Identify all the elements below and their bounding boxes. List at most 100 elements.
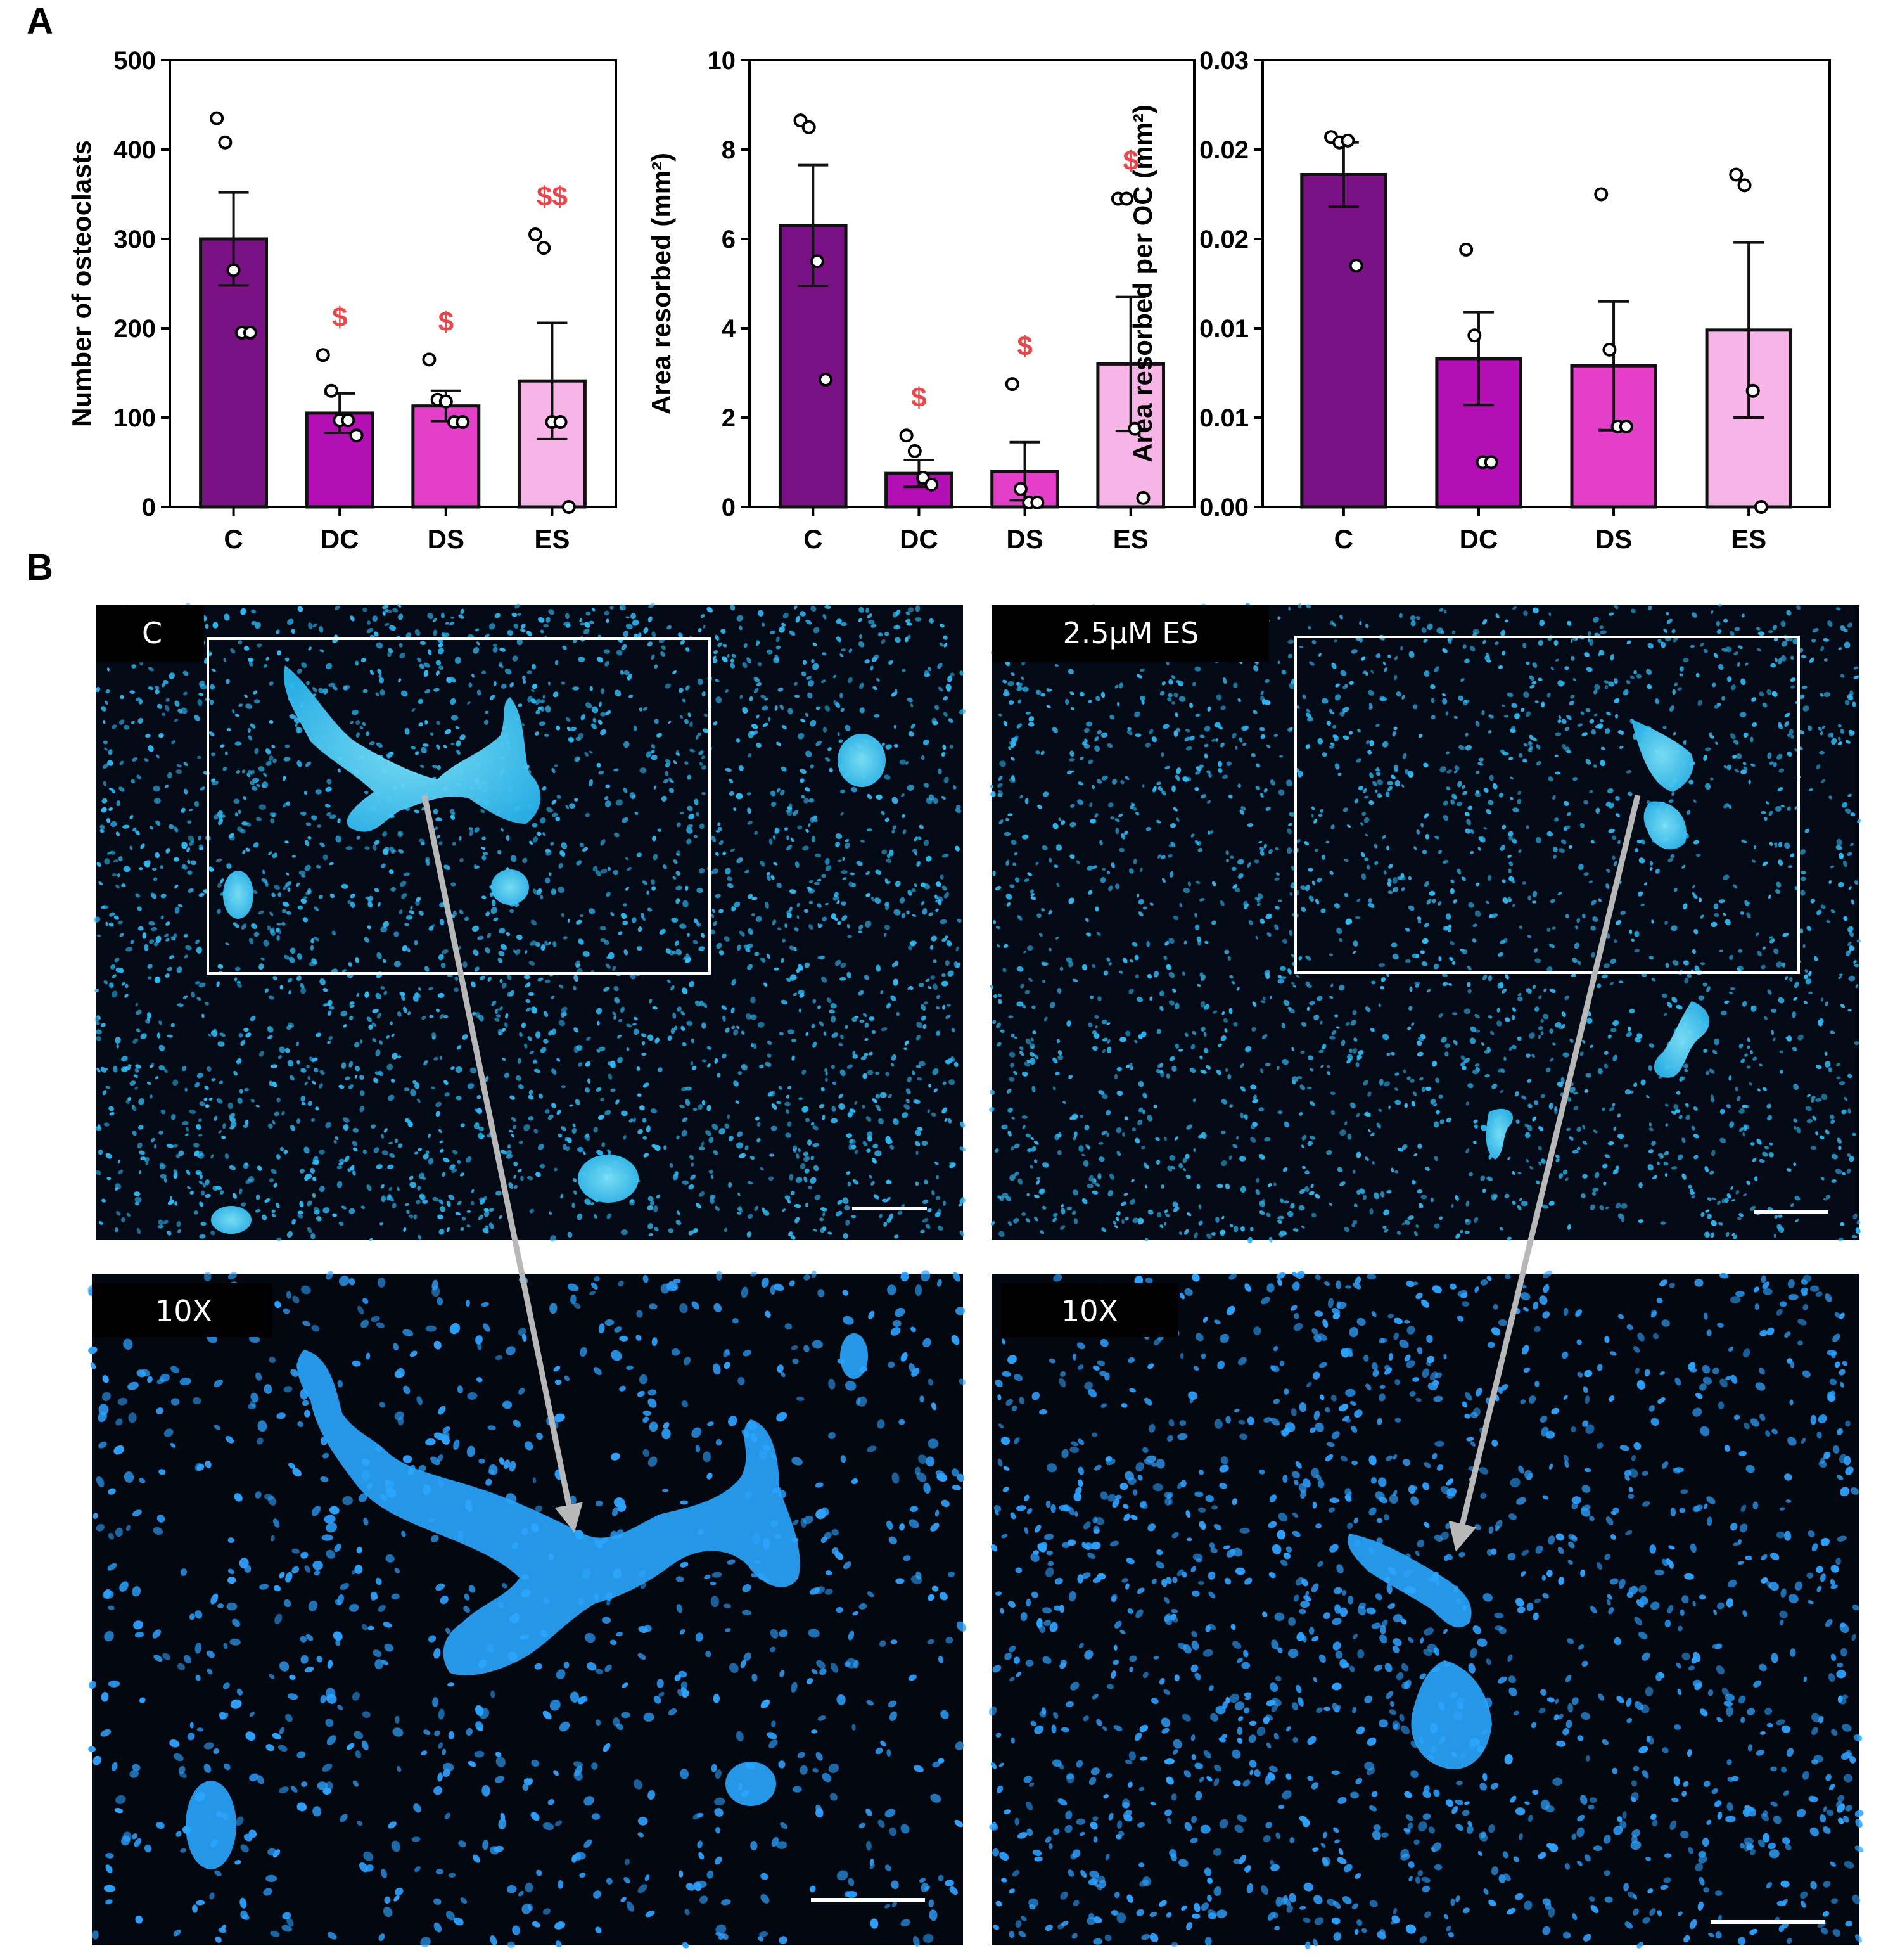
nucleus bbox=[781, 622, 786, 627]
nucleus bbox=[572, 686, 580, 691]
nucleus bbox=[701, 792, 706, 795]
nucleus bbox=[776, 882, 782, 888]
nucleus bbox=[125, 1100, 130, 1104]
nucleus bbox=[916, 1077, 922, 1081]
nucleus bbox=[511, 1134, 515, 1138]
nucleus bbox=[810, 1155, 814, 1161]
nucleus bbox=[845, 1219, 850, 1226]
nucleus bbox=[756, 1138, 761, 1143]
nucleus bbox=[905, 1088, 911, 1094]
nucleus bbox=[864, 1022, 869, 1028]
nucleus bbox=[902, 814, 905, 818]
data-point-DS bbox=[1594, 187, 1609, 202]
nucleus bbox=[218, 1130, 222, 1134]
nucleus bbox=[760, 861, 765, 867]
nucleus bbox=[241, 769, 246, 774]
nucleus bbox=[680, 1011, 685, 1016]
nucleus bbox=[423, 670, 429, 677]
y-tick-label: 0.01 bbox=[1199, 404, 1249, 432]
data-point-DS bbox=[438, 394, 453, 409]
nucleus bbox=[155, 689, 160, 695]
nucleus bbox=[101, 1023, 106, 1028]
nucleus bbox=[492, 646, 498, 653]
nucleus bbox=[942, 1081, 947, 1086]
nucleus bbox=[251, 923, 258, 929]
nucleus bbox=[770, 630, 776, 634]
nucleus bbox=[156, 754, 160, 759]
data-point-DC bbox=[907, 444, 922, 458]
nucleus bbox=[456, 740, 461, 747]
nucleus bbox=[672, 670, 677, 674]
data-point-ES bbox=[537, 241, 551, 255]
nucleus bbox=[423, 1060, 428, 1066]
nucleus bbox=[747, 1181, 753, 1185]
nucleus bbox=[222, 767, 227, 771]
nucleus bbox=[922, 1199, 929, 1205]
nucleus bbox=[199, 1201, 204, 1207]
nucleus bbox=[866, 1148, 871, 1153]
nucleus bbox=[272, 852, 278, 859]
nucleus bbox=[840, 812, 844, 816]
nucleus bbox=[933, 797, 938, 804]
nucleus bbox=[661, 795, 667, 802]
nucleus bbox=[398, 678, 401, 683]
nucleus bbox=[556, 725, 561, 731]
nucleus bbox=[612, 1011, 616, 1016]
nucleus bbox=[452, 1150, 458, 1155]
nucleus bbox=[245, 847, 250, 852]
x-tick-label: DS bbox=[428, 524, 464, 554]
nucleus bbox=[781, 999, 788, 1005]
nucleus bbox=[460, 1123, 465, 1127]
micrograph-label-control: C bbox=[142, 616, 162, 650]
nucleus bbox=[174, 884, 179, 889]
nucleus bbox=[131, 721, 135, 724]
nucleus bbox=[282, 776, 286, 781]
nucleus bbox=[212, 622, 219, 629]
nucleus bbox=[749, 1155, 755, 1160]
y-tick-label: 300 bbox=[113, 226, 156, 253]
nucleus bbox=[665, 771, 669, 776]
nucleus bbox=[815, 853, 822, 858]
nucleus bbox=[355, 720, 360, 726]
nucleus bbox=[514, 603, 520, 609]
nucleus bbox=[706, 1105, 711, 1111]
nucleus bbox=[858, 641, 865, 648]
nucleus bbox=[685, 685, 690, 691]
nucleus bbox=[1512, 1015, 1515, 1020]
nucleus bbox=[584, 1198, 591, 1205]
data-point-C bbox=[210, 111, 224, 125]
panel-label-b: B bbox=[27, 547, 53, 588]
data-point-C bbox=[218, 135, 233, 150]
nucleus bbox=[945, 1014, 951, 1020]
nucleus bbox=[647, 1205, 654, 1211]
nucleus bbox=[435, 1111, 440, 1117]
nucleus bbox=[810, 1177, 817, 1184]
nucleus bbox=[525, 999, 531, 1004]
nucleus bbox=[590, 1202, 594, 1206]
x-tick-label: DC bbox=[900, 524, 938, 554]
nucleus bbox=[305, 761, 311, 767]
nucleus bbox=[824, 1068, 828, 1073]
nucleus bbox=[362, 722, 366, 726]
nucleus bbox=[281, 909, 287, 913]
nucleus bbox=[844, 1205, 850, 1211]
nucleus bbox=[554, 764, 558, 767]
nucleus bbox=[286, 1231, 293, 1238]
nucleus bbox=[698, 628, 702, 632]
nucleus bbox=[895, 637, 901, 643]
nucleus bbox=[312, 687, 317, 693]
y-tick-label: 4 bbox=[722, 315, 736, 343]
nucleus bbox=[436, 835, 440, 839]
nucleus bbox=[185, 945, 192, 951]
nucleus bbox=[435, 670, 440, 676]
nucleus bbox=[540, 629, 544, 634]
nucleus bbox=[931, 935, 937, 942]
nucleus bbox=[505, 1013, 509, 1019]
nucleus bbox=[571, 1202, 575, 1208]
nucleus bbox=[263, 939, 269, 947]
nucleus bbox=[535, 942, 541, 947]
significance-marker-DC: $ bbox=[911, 382, 926, 413]
nucleus bbox=[915, 1141, 921, 1147]
nucleus bbox=[641, 1033, 647, 1037]
